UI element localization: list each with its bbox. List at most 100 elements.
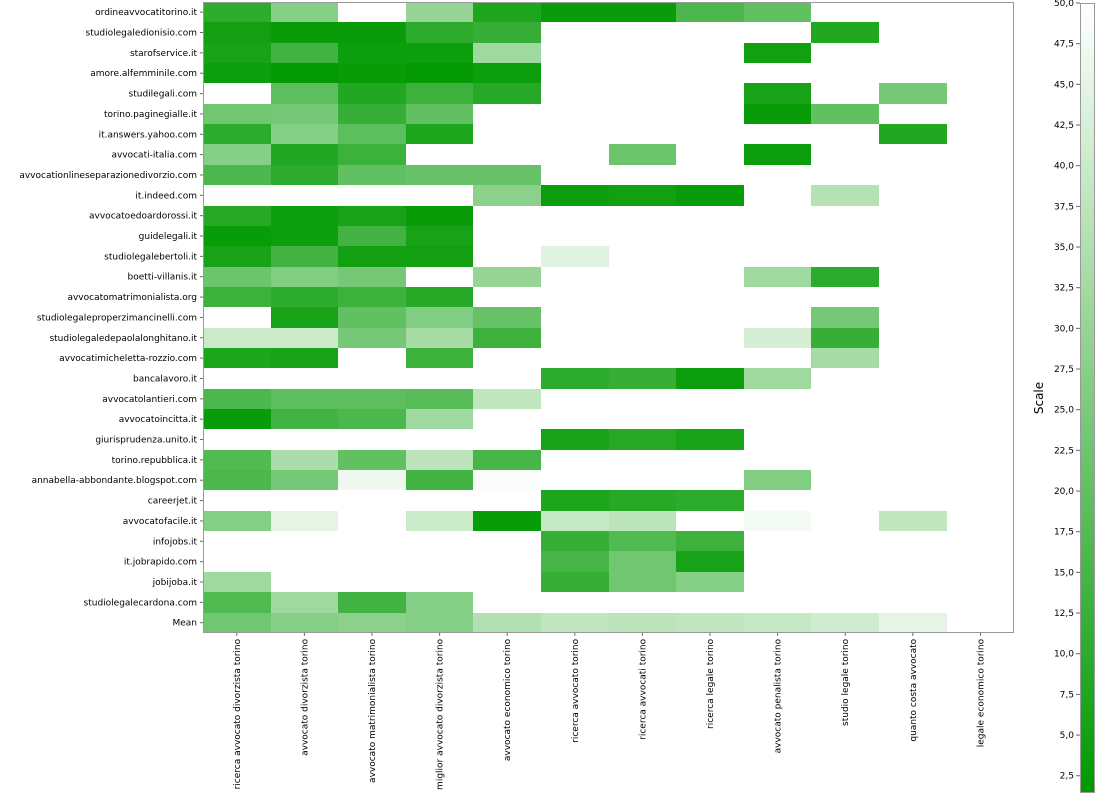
heatmap-cell	[473, 511, 541, 531]
column-label: quanto costa avvocato	[909, 638, 919, 741]
heatmap-cell	[406, 246, 473, 267]
heatmap-cell	[473, 63, 541, 83]
colorbar-tick-label: 20,0	[1054, 487, 1074, 497]
heatmap-cell	[406, 450, 473, 470]
column-label: avvocato economico torino	[503, 638, 513, 761]
heatmap-cell	[406, 287, 473, 307]
heatmap-cell	[271, 613, 338, 633]
colorbar-tick-label: 25,0	[1054, 406, 1074, 416]
heatmap-cell	[203, 124, 271, 144]
row-label: careerjet.it	[148, 497, 198, 507]
heatmap-cell	[271, 22, 338, 43]
heatmap-cell	[473, 389, 541, 409]
heatmap-cell	[676, 551, 744, 572]
heatmap-cell	[609, 613, 676, 633]
heatmap-cell	[744, 328, 811, 348]
heatmap-cell	[676, 429, 744, 450]
heatmap-cell	[338, 328, 406, 348]
colorbar-label: Scale	[1032, 382, 1046, 414]
heatmap-cell	[271, 307, 338, 328]
heatmap-cell	[338, 83, 406, 104]
heatmap-cell	[609, 490, 676, 511]
heatmap-cell	[338, 389, 406, 409]
row-label: giurisprudenza.unito.it	[95, 436, 197, 446]
heatmap-cell	[203, 63, 271, 83]
heatmap-cell	[338, 246, 406, 267]
heatmap-cell	[271, 165, 338, 185]
row-label: starofservice.it	[130, 49, 198, 59]
plot-area-frame	[203, 2, 1014, 633]
heatmap-cell	[338, 63, 406, 83]
heatmap-cell	[271, 348, 338, 368]
heatmap-cell	[473, 83, 541, 104]
colorbar-tick-label: 40,0	[1054, 162, 1074, 172]
row-label: annabella-abbondante.blogspot.com	[32, 476, 197, 486]
row-label: torino.paginegialle.it	[104, 110, 197, 120]
heatmap-cell	[879, 124, 947, 144]
colorbar-tick-label: 5,0	[1060, 731, 1075, 741]
colorbar-tick-label: 27,5	[1054, 365, 1074, 375]
heatmap-cell	[744, 144, 811, 165]
heatmap-cell	[676, 368, 744, 389]
heatmap-cell	[541, 368, 609, 389]
row-label: guidelegali.it	[139, 232, 198, 242]
heatmap-cell	[473, 43, 541, 63]
heatmap-cell	[338, 613, 406, 633]
heatmap-cell	[473, 185, 541, 206]
heatmap-cell	[203, 511, 271, 531]
row-label: torino.repubblica.it	[112, 456, 198, 466]
column-label: ricerca avvocato divorzista torino	[233, 638, 243, 789]
heatmap-cell	[338, 287, 406, 307]
heatmap-cell	[811, 307, 879, 328]
row-label: studiolegaledepaolalonghitano.it	[49, 334, 197, 344]
heatmap-cell	[338, 144, 406, 165]
heatmap-cell	[203, 165, 271, 185]
row-label: jobijoba.it	[152, 578, 198, 588]
heatmap-cell	[609, 572, 676, 592]
colorbar-tick-label: 50,0	[1054, 0, 1074, 9]
heatmap-cell	[338, 267, 406, 287]
heatmap-cell	[541, 613, 609, 633]
heatmap-cell	[811, 185, 879, 206]
column-label: legale economico torino	[976, 638, 986, 747]
heatmap-cell	[406, 348, 473, 368]
heatmap-cell	[541, 2, 609, 22]
row-label: infojobs.it	[153, 537, 198, 547]
heatmap-cell	[203, 267, 271, 287]
heatmap-cell	[473, 470, 541, 490]
row-label: avvocatolantieri.com	[102, 395, 197, 405]
row-label: bancalavoro.it	[133, 374, 197, 384]
heatmap-cell	[271, 511, 338, 531]
colorbar-tick-label: 45,0	[1054, 80, 1074, 90]
heatmap-cell	[338, 165, 406, 185]
heatmap-cell	[811, 348, 879, 368]
heatmap-cell	[811, 22, 879, 43]
colorbar-tick-label: 42,5	[1054, 121, 1074, 131]
heatmap-cell	[406, 592, 473, 613]
heatmap-cell	[406, 226, 473, 246]
heatmap-cell	[406, 409, 473, 429]
heatmap-cell	[271, 287, 338, 307]
heatmap-cell	[271, 124, 338, 144]
heatmap-cell	[744, 43, 811, 63]
heatmap-cell	[473, 328, 541, 348]
heatmap-cell	[609, 185, 676, 206]
heatmap-cell	[406, 511, 473, 531]
heatmap-cell	[338, 22, 406, 43]
column-label: ricerca legale torino	[706, 638, 716, 729]
heatmap-cell	[406, 613, 473, 633]
heatmap-cell	[676, 2, 744, 22]
heatmap-cell	[271, 592, 338, 613]
column-label: ricerca avvocato torino	[571, 638, 581, 742]
heatmap-cell	[203, 43, 271, 63]
heatmap-cell	[271, 328, 338, 348]
heatmap-cell	[676, 531, 744, 551]
row-label: avvocatomatrimonialista.org	[67, 293, 197, 303]
colorbar-tick-label: 2,5	[1060, 772, 1074, 782]
heatmap-cell	[541, 246, 609, 267]
heatmap-cell	[541, 551, 609, 572]
heatmap-cell	[744, 2, 811, 22]
heatmap-cell	[609, 531, 676, 551]
heatmap-cell	[744, 470, 811, 490]
heatmap-cell	[203, 226, 271, 246]
